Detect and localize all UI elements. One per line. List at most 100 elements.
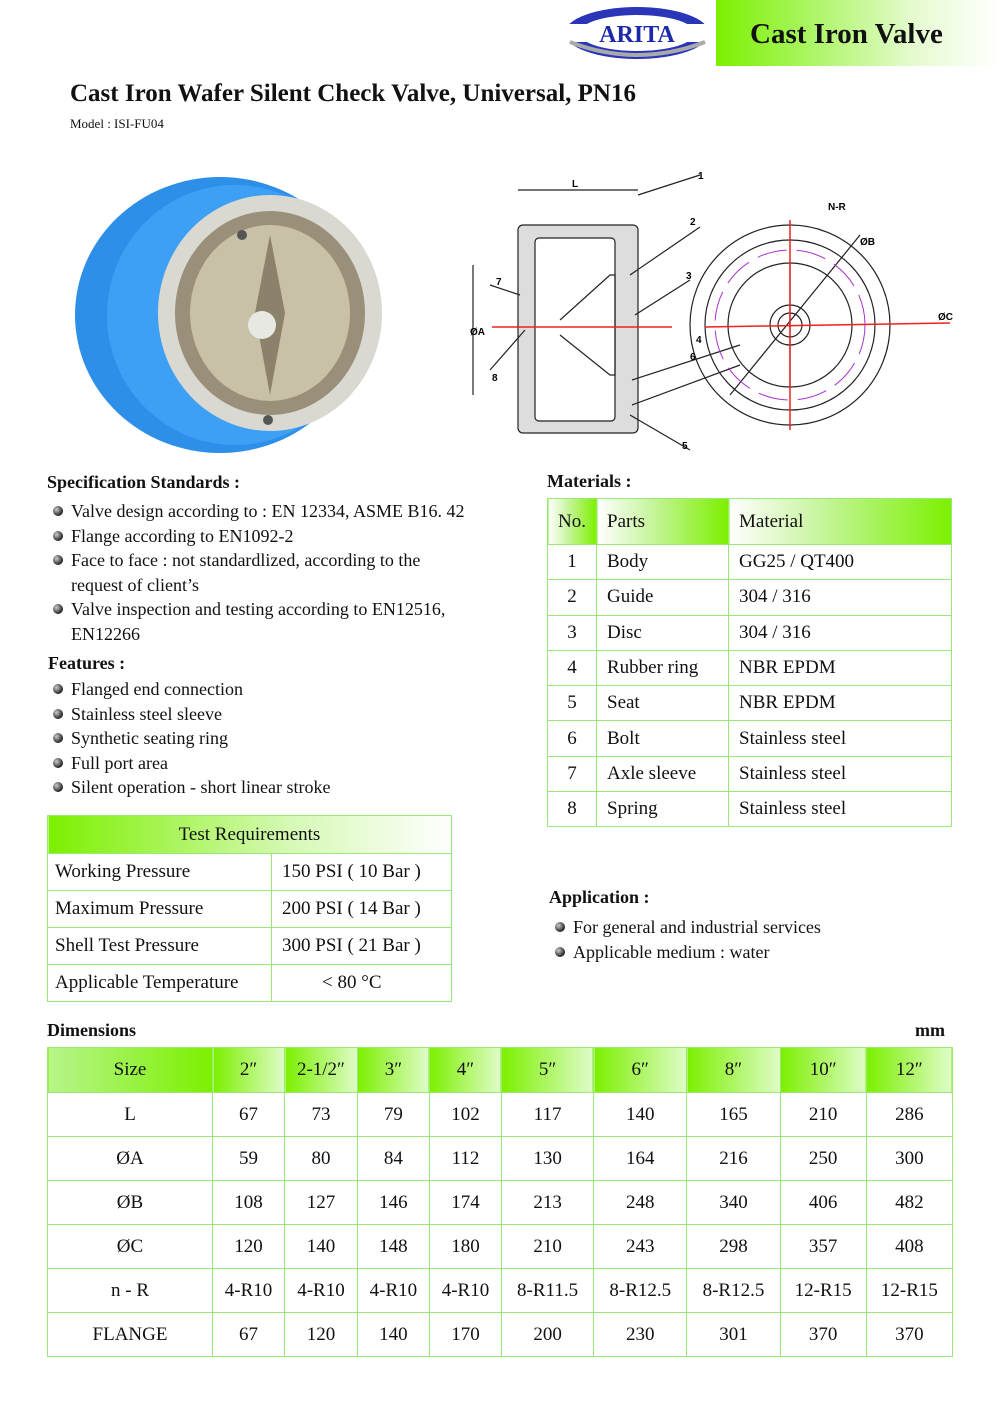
cell: 300 PSI ( 21 Bar ) [271, 927, 452, 965]
table-row: No. Parts Material [547, 498, 952, 545]
cell: 164 [593, 1136, 688, 1181]
cell: 84 [356, 1136, 430, 1181]
column-header: 4″ [428, 1047, 502, 1093]
cell: NBR EPDM [728, 649, 952, 687]
cell: ØB [47, 1180, 213, 1225]
column-header: 8″ [686, 1047, 781, 1093]
cell: 5 [547, 685, 597, 722]
category-banner: Cast Iron Valve [716, 0, 1000, 66]
svg-text:ARITA: ARITA [599, 22, 675, 48]
arita-logo: ARITA [560, 7, 715, 59]
dim-label-NR: N-R [828, 202, 847, 213]
cell: 112 [428, 1136, 502, 1181]
cell: GG25 / QT400 [728, 543, 952, 581]
cell: 8-R12.5 [686, 1268, 781, 1313]
materials-heading: Materials : [547, 471, 632, 491]
cell: 4 [547, 649, 597, 687]
cell: FLANGE [47, 1312, 213, 1357]
dim-label-A: ØA [470, 327, 485, 338]
features-list: Flanged end connection Stainless steel s… [47, 677, 527, 800]
cell: Stainless steel [728, 755, 952, 793]
dim-label-B: ØB [860, 237, 875, 248]
table-row: L 67 73 79 102 117 140 165 210 286 [47, 1092, 954, 1137]
table-row: 6 Bolt Stainless steel [547, 720, 952, 757]
cell: 200 [500, 1312, 595, 1357]
cell: 286 [865, 1092, 954, 1137]
cell: Body [596, 543, 729, 581]
list-item: Silent operation - short linear stroke [47, 775, 527, 800]
test-table-header: Test Requirements [47, 815, 452, 854]
cell: 79 [356, 1092, 430, 1137]
table-row: ØC 120 140 148 180 210 243 298 357 408 [47, 1224, 954, 1269]
cell: 8-R11.5 [500, 1268, 595, 1313]
table-row: 3 Disc 304 / 316 [547, 614, 952, 651]
table-row: 7 Axle sleeve Stainless steel [547, 755, 952, 793]
table-row: 8 Spring Stainless steel [547, 791, 952, 828]
cell: 6 [547, 720, 597, 757]
cell: 59 [211, 1136, 286, 1181]
application-heading: Application : [549, 887, 650, 907]
model-number: Model : ISI-FU04 [70, 116, 164, 131]
cell: 482 [865, 1180, 954, 1225]
cell: 80 [284, 1136, 358, 1181]
cell: Shell Test Pressure [47, 927, 272, 965]
cell: 248 [593, 1180, 688, 1225]
table-row: FLANGE 67 120 140 170 200 230 301 370 370 [47, 1312, 954, 1357]
column-header: Size [47, 1047, 213, 1093]
cell: 210 [779, 1092, 867, 1137]
cell: 3 [547, 614, 597, 651]
valve-photo [75, 177, 382, 453]
cell: 73 [284, 1092, 358, 1137]
cell: 130 [500, 1136, 595, 1181]
cell: 2 [547, 579, 597, 616]
features-heading: Features : [48, 653, 126, 673]
cell: 140 [356, 1312, 430, 1357]
cell: Stainless steel [728, 791, 952, 828]
table-row: Maximum Pressure 200 PSI ( 14 Bar ) [47, 890, 452, 928]
specs-list: Valve design according to : EN 12334, AS… [47, 499, 527, 646]
cell: 174 [428, 1180, 502, 1225]
column-header: 3″ [356, 1047, 430, 1093]
cell: 304 / 316 [728, 614, 952, 651]
cell: 127 [284, 1180, 358, 1225]
cell: 102 [428, 1092, 502, 1137]
list-item: Flanged end connection [47, 677, 527, 702]
cell: 146 [356, 1180, 430, 1225]
table-row: Shell Test Pressure 300 PSI ( 21 Bar ) [47, 927, 452, 965]
callout: 4 [696, 335, 702, 346]
cell: 8-R12.5 [593, 1268, 688, 1313]
cell: 180 [428, 1224, 502, 1269]
list-item: Face to face : not standardlized, accord… [47, 548, 467, 597]
cell: Stainless steel [728, 720, 952, 757]
cell: 298 [686, 1224, 781, 1269]
cell: 243 [593, 1224, 688, 1269]
cell: n - R [47, 1268, 213, 1313]
list-item: Stainless steel sleeve [47, 702, 527, 727]
dimensions-unit: mm [915, 1020, 945, 1040]
cell: 140 [593, 1092, 688, 1137]
callout: 5 [682, 441, 688, 452]
cell: Seat [596, 685, 729, 722]
cell: ØA [47, 1136, 213, 1181]
cell: 210 [500, 1224, 595, 1269]
cell: 4-R10 [356, 1268, 430, 1313]
cell: 4-R10 [211, 1268, 286, 1313]
cell: 67 [211, 1312, 286, 1357]
cell: Spring [596, 791, 729, 828]
cell: Bolt [596, 720, 729, 757]
table-row: 1 Body GG25 / QT400 [547, 543, 952, 581]
cell: 370 [865, 1312, 954, 1357]
cell: 120 [284, 1312, 358, 1357]
column-header: 2″ [211, 1047, 286, 1093]
cell: 140 [284, 1224, 358, 1269]
cell: 170 [428, 1312, 502, 1357]
cell: 12-R15 [779, 1268, 867, 1313]
cell: 300 [865, 1136, 954, 1181]
cell: 408 [865, 1224, 954, 1269]
list-item: For general and industrial services [549, 915, 949, 940]
cell: 340 [686, 1180, 781, 1225]
table-row: ØA 59 80 84 112 130 164 216 250 300 [47, 1136, 954, 1181]
cell: 304 / 316 [728, 579, 952, 616]
cell: 301 [686, 1312, 781, 1357]
list-item: Flange according to EN1092-2 [47, 524, 527, 549]
